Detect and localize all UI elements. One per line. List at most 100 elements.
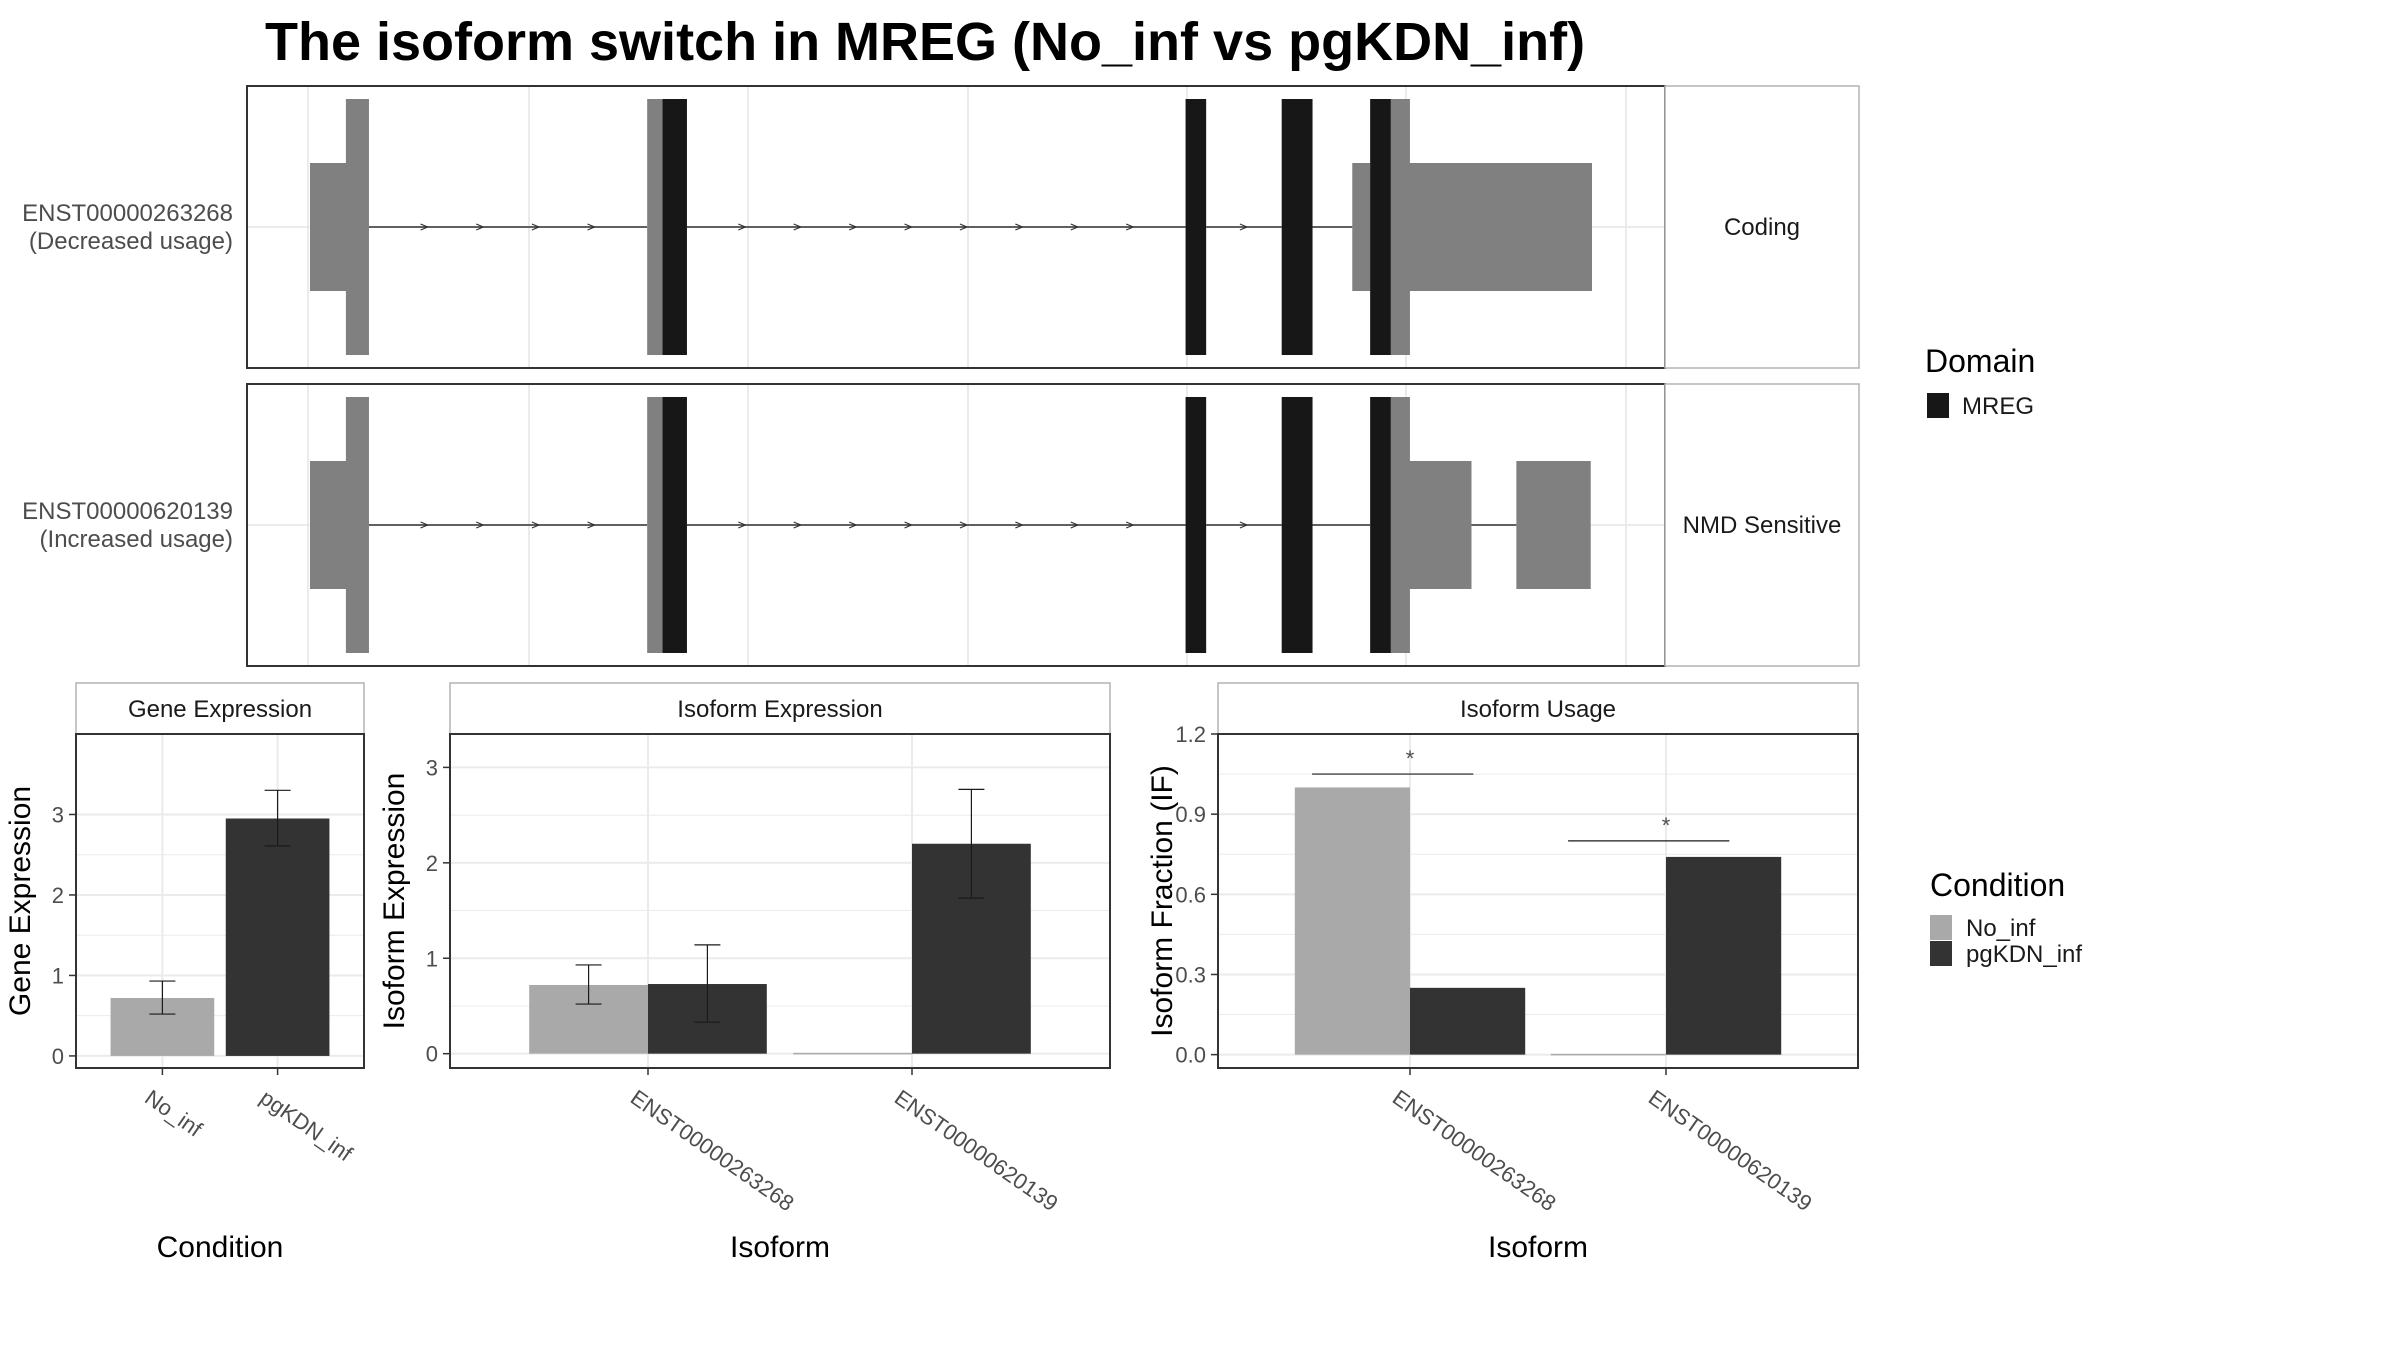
panel-border	[75, 733, 365, 1069]
x-axis-title: Isoform	[730, 1231, 830, 1264]
y-tick-label: 2	[52, 883, 64, 908]
bar-panel: Isoform Usage 0.0 0.3 0.6 0.9 1.2 ENST00000263…	[1146, 682, 1859, 1264]
error-bars	[149, 789, 291, 1015]
legend-swatch-pgkdn-inf	[1930, 941, 1952, 966]
intron-arrow	[587, 521, 597, 529]
domain-block	[1185, 397, 1207, 653]
domain-legend-title: Domain	[1925, 343, 2035, 379]
utr-exon	[1406, 461, 1472, 589]
x-tick-label: ENST00000263268	[626, 1085, 799, 1216]
gene-structure-panel: Coding NMD Sensitive ENST00000263268 (De…	[22, 85, 1860, 667]
intron-arrow	[738, 521, 747, 529]
intron-arrow	[793, 521, 803, 529]
intron-arrow	[420, 223, 430, 231]
domain-block	[1370, 397, 1391, 653]
strip-label: Isoform Expression	[677, 696, 882, 723]
x-tick-label: No_inf	[140, 1085, 207, 1142]
intron-arrow	[476, 223, 485, 231]
bar-panels: Gene Expression 0 1 2 3 No_inf pgKDN_inf Condit…	[4, 682, 1859, 1264]
strip-label: Gene Expression	[128, 696, 312, 723]
x-tick-label: ENST00000263268	[1388, 1085, 1561, 1216]
cds-exon	[345, 397, 369, 653]
strip-isoform-expression	[449, 682, 1111, 735]
bars	[110, 818, 330, 1056]
condition-legend-title: Condition	[1930, 867, 2065, 903]
track-name-1: ENST00000263268	[22, 200, 233, 227]
intron-arrow	[1070, 223, 1080, 231]
legend-label-pgkdn-inf: pgKDN_inf	[1966, 941, 2082, 968]
domain-block	[1281, 397, 1313, 653]
figure-title: The isoform switch in MREG (No_inf vs pg…	[265, 12, 1585, 72]
significance-star: *	[1406, 746, 1415, 771]
x-axis-title: Condition	[157, 1231, 284, 1264]
intron-arrow	[1125, 223, 1135, 231]
domain-block	[1281, 99, 1313, 355]
cds-exon	[345, 99, 369, 355]
intron-arrow	[904, 223, 914, 231]
bar	[1294, 787, 1410, 1055]
track-name-2: ENST00000620139	[22, 498, 233, 525]
track-sub-2: (Increased usage)	[40, 526, 233, 553]
y-tick-label: 0	[52, 1044, 64, 1069]
bar-panel: Isoform Expression 0 1 2 3 ENST00000263268 ENS…	[378, 682, 1111, 1264]
bars	[1294, 787, 1782, 1056]
y-tick-label: 0.3	[1175, 962, 1206, 987]
y-tick-label: 0	[426, 1042, 438, 1067]
intron-arrow	[476, 521, 485, 529]
y-tick-label: 0.0	[1175, 1043, 1206, 1068]
domain-legend-label: MREG	[1962, 393, 2034, 420]
y-axis-title: Isoform Expression	[378, 773, 411, 1030]
legend-swatch-no-inf	[1930, 915, 1952, 940]
domain-block	[662, 397, 687, 653]
y-axis-title: Gene Expression	[4, 786, 37, 1016]
intron-arrow	[1239, 521, 1249, 529]
x-axis-title: Isoform	[1488, 1231, 1588, 1264]
y-tick-label: 3	[52, 802, 64, 827]
bar	[1410, 987, 1526, 1055]
strip-gene-expression	[75, 682, 365, 735]
intron-arrow	[959, 223, 969, 231]
y-tick-label: 3	[426, 755, 438, 780]
x-tick-label: ENST00000620139	[1644, 1085, 1817, 1216]
bar	[225, 818, 330, 1056]
intron-arrow	[738, 223, 747, 231]
y-tick-label: 0.9	[1175, 802, 1206, 827]
domain-block	[662, 99, 687, 355]
intron-arrow	[587, 223, 597, 231]
condition-legend: Condition No_inf pgKDN_inf	[1930, 867, 2082, 968]
intron-arrow	[420, 521, 430, 529]
bar	[1666, 856, 1782, 1055]
panel-border	[1217, 733, 1859, 1069]
transcript-track	[310, 99, 1592, 355]
track-sub-1: (Decreased usage)	[29, 228, 233, 255]
error-bars	[575, 788, 985, 1023]
x-tick-label: ENST00000620139	[890, 1085, 1063, 1216]
significance-star: *	[1662, 813, 1671, 838]
intron-arrow	[848, 223, 858, 231]
intron-arrow	[959, 521, 969, 529]
legend-label-no-inf: No_inf	[1966, 915, 2036, 942]
x-tick-label: pgKDN_inf	[256, 1085, 358, 1167]
facet-label-nmd: NMD Sensitive	[1683, 512, 1842, 539]
intron-arrow	[1125, 521, 1135, 529]
intron-arrow	[848, 521, 858, 529]
panel-border	[449, 733, 1111, 1069]
intron-arrow	[531, 521, 541, 529]
facet-strip-1	[1664, 85, 1860, 369]
strip-isoform-usage	[1217, 682, 1859, 735]
bars	[529, 843, 1031, 1055]
strip-label: Isoform Usage	[1460, 696, 1616, 723]
facet-label-coding: Coding	[1724, 214, 1800, 241]
domain-legend-swatch	[1927, 393, 1949, 418]
domain-block	[1185, 99, 1207, 355]
intron-arrow	[1070, 521, 1080, 529]
y-tick-label: 2	[426, 851, 438, 876]
y-tick-label: 1	[52, 963, 64, 988]
transcript-track	[310, 397, 1591, 653]
intron-arrow	[1015, 223, 1024, 231]
utr-exon	[1516, 461, 1591, 589]
domain-legend: Domain MREG	[1925, 343, 2035, 420]
facet-strip-2	[1664, 383, 1860, 667]
intron-arrow	[1015, 521, 1024, 529]
